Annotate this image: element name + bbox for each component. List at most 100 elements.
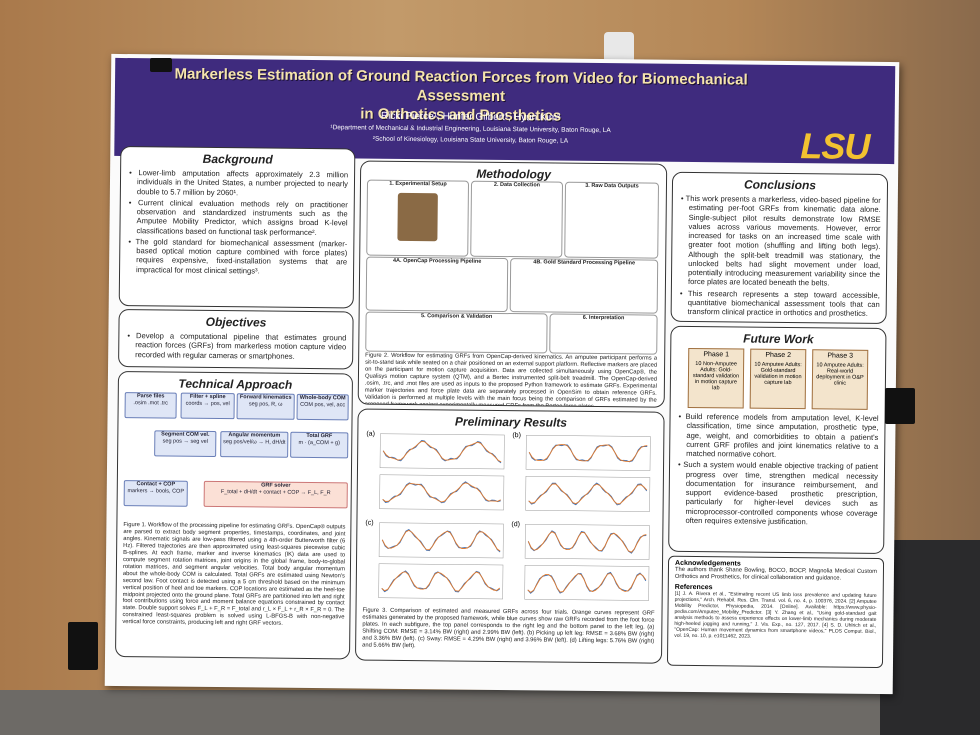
phase-label: Phase 1 <box>703 351 730 359</box>
panel-label: (b) <box>512 432 521 439</box>
figure-panel: 4A. OpenCap Processing Pipeline <box>365 256 509 313</box>
step-label: 6. Interpretation <box>582 314 625 322</box>
phase-card: Phase 1 10 Non-Amputee Adults: Gold-stand… <box>687 347 745 409</box>
step-label: 2. Data Collection <box>493 181 541 189</box>
panel-label: (d) <box>511 521 520 528</box>
step-label: 4A. OpenCap Processing Pipeline <box>392 257 482 265</box>
curve <box>528 483 648 505</box>
phase-label: Phase 2 <box>765 351 792 360</box>
background-section: Background Lower-limb amputation affects… <box>118 145 356 309</box>
references-text: [1] J. A. Rivera et al., "Estimating rec… <box>674 590 877 640</box>
curve <box>382 440 502 463</box>
subplot-frame <box>378 563 504 600</box>
subplot-frame <box>379 474 505 511</box>
panel-label: (a) <box>366 431 375 438</box>
step-label: 3. Raw Data Outputs <box>585 182 639 190</box>
flow-box: Forward kinematics seg pos, R, ω <box>236 393 295 420</box>
bullet: Build reference models from amputation l… <box>686 412 879 460</box>
figure-panel: 5. Comparison & Validation <box>365 311 548 354</box>
poster: Markerless Estimation of Ground Reaction… <box>104 53 900 695</box>
bullet: Develop a computational pipeline that es… <box>135 331 346 361</box>
bullet: The gold standard for biomechanical asse… <box>136 237 348 276</box>
section-heading: Technical Approach <box>178 376 293 392</box>
step-label: 5. Comparison & Validation <box>420 313 493 320</box>
flow-detail: COM pos, vel, acc <box>300 402 346 409</box>
flow-box: Whole-body COM COM pos, vel, acc <box>296 393 349 421</box>
curve <box>527 531 647 553</box>
flow-box: Segment COM vel. seg pos → seg vel <box>154 430 217 458</box>
subplot-frame <box>524 564 650 601</box>
phase-text: 10 Non-Amputee Adults: Gold-standard val… <box>692 361 740 392</box>
subplot-frame <box>379 433 505 470</box>
bullet: Such a system would enable objective tra… <box>683 460 878 527</box>
flow-detail: seg pos/vel/ω → H, dH/dt <box>223 439 286 446</box>
figure-caption: Figure 2. Workflow for estimating GRFs f… <box>364 352 658 408</box>
phase-label: Phase 3 <box>827 352 854 360</box>
figure-panel: 1. Experimental Setup <box>366 179 470 257</box>
subplot-frame <box>525 435 651 471</box>
section-heading: Conclusions <box>743 177 817 193</box>
binder-clip <box>150 58 172 72</box>
flow-detail: coords → pos, vel <box>185 400 230 408</box>
chair <box>880 540 980 735</box>
flow-detail: markers → bools, COP <box>127 488 185 495</box>
acknowledgements-text: The authors thank Shane Bowling, BOCO, B… <box>674 566 877 582</box>
flow-box: Angular momentum seg pos/vel/ω → H, dH/dt <box>220 431 289 458</box>
flow-box: GRF solver F_total + dH/dt + contact + CO… <box>203 480 348 509</box>
references-section: Acknowledgements The authors thank Shane… <box>666 555 885 669</box>
section-heading: Background <box>202 151 273 167</box>
figure-panel: 2. Data Collection <box>470 180 564 258</box>
photo-thumb <box>397 192 438 242</box>
phases: Phase 1 10 Non-Amputee Adults: Gold-stand… <box>677 347 880 410</box>
curve <box>382 482 501 503</box>
binder-clip <box>885 388 915 424</box>
flow-detail: seg pos, R, ω <box>248 401 283 408</box>
bullet: This work presents a markerless, video-b… <box>686 194 881 289</box>
step-label: 1. Experimental Setup <box>389 180 447 188</box>
figure-panel: 3. Raw Data Outputs <box>564 181 660 259</box>
flow-detail: .osim .mot .trc <box>133 400 168 407</box>
binder-clip <box>68 622 98 670</box>
conclusions-section: Conclusions This work presents a markerl… <box>670 171 889 325</box>
curve <box>528 444 648 462</box>
technical-approach-section: Technical Approach Parse files .osim .mot… <box>115 370 353 660</box>
bullet: Current clinical evaluation methods rely… <box>136 198 347 237</box>
flow-detail: seg pos → seg vel <box>162 438 208 446</box>
title-line: Markerless Estimation of Ground Reaction… <box>174 65 748 106</box>
phase-text: 10 Amputee Adults: Gold-standard validat… <box>754 361 802 387</box>
future-work-section: Future Work Phase 1 10 Non-Amputee Adults… <box>668 325 887 555</box>
section-heading: Objectives <box>205 314 267 330</box>
results-figure: (a) (b) (c) (d) <box>363 428 657 609</box>
flow-box: Contact + COP markers → bools, COP <box>123 480 188 507</box>
phase-card: Phase 2 10 Amputee Adults: Gold-standard … <box>749 348 807 410</box>
methodology-section: Methodology 1. Experimental Setup 2. Dat… <box>357 160 668 408</box>
subplot-frame <box>378 522 504 559</box>
phase-text: 10 Amputee Adults: Real-world deployment… <box>816 362 864 387</box>
figure-panel: 4B. Gold Standard Processing Pipeline <box>509 258 659 314</box>
flow-box: Total GRF m · (a_COM + g) <box>290 431 349 459</box>
phase-card: Phase 3 10 Amputee Adults: Real-world dep… <box>811 349 869 410</box>
bullet: This research represents a step toward a… <box>688 288 880 318</box>
subplot-frame <box>524 524 650 560</box>
plot-area: (a) (b) (c) (d) <box>365 431 651 601</box>
panel-label: (c) <box>365 520 373 527</box>
curve <box>381 571 501 592</box>
flow-detail: F_total + dH/dt + contact + COP → F_L, F… <box>220 489 331 497</box>
section-heading: Future Work <box>743 331 814 347</box>
flow-detail: m · (a_COM + g) <box>298 440 340 447</box>
objectives-section: Objectives Develop a computational pipel… <box>118 308 354 370</box>
figure-panel: 6. Interpretation <box>549 313 658 355</box>
logo: LSU <box>800 125 870 167</box>
step-label: 4B. Gold Standard Processing Pipeline <box>533 259 636 267</box>
bullet: Lower-limb amputation affects approximat… <box>137 168 348 198</box>
flow-box: Filter + spline coords → pos, vel <box>180 392 235 420</box>
flow-box: Parse files .osim .mot .trc <box>124 392 177 419</box>
figure-caption: Figure 1. Workflow of the processing pip… <box>122 522 346 628</box>
results-section: Preliminary Results (a) (b) (c) (d) Figure … <box>354 408 665 664</box>
flow-diagram: Parse files .osim .mot .trc Filter + splin… <box>123 392 349 522</box>
curve <box>527 572 647 593</box>
curve <box>381 529 501 552</box>
figure-caption: Figure 3. Comparison of estimated and me… <box>362 607 655 649</box>
floor <box>0 690 980 735</box>
